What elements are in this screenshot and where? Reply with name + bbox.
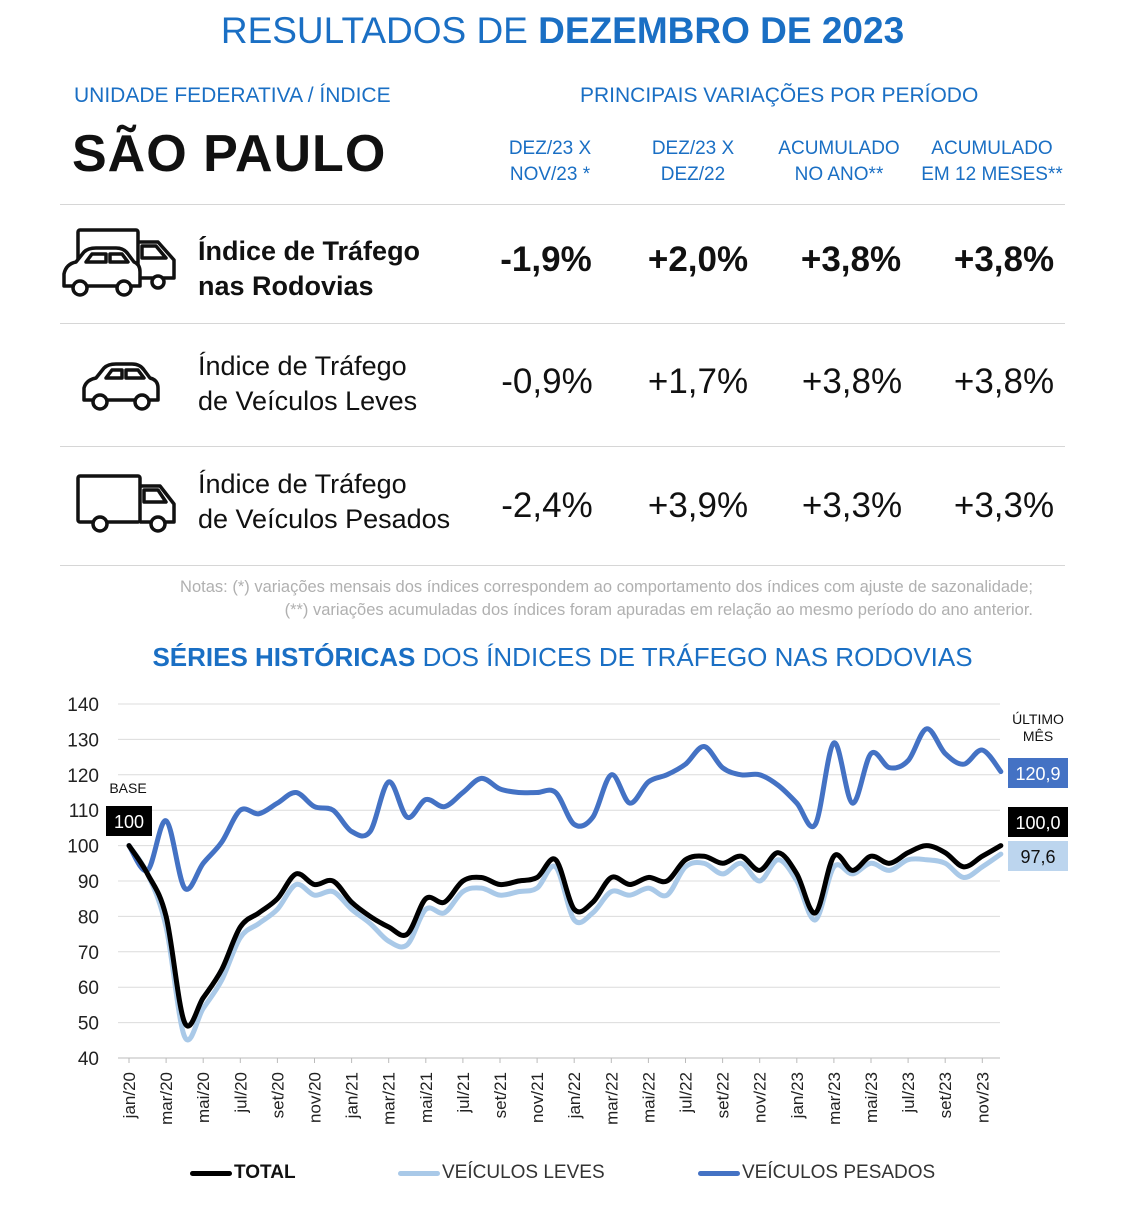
- y-tick-label: 120: [67, 766, 99, 787]
- note-line-1: Notas: (*) variações mensais dos índices…: [180, 578, 1033, 596]
- series-line-leves: [126, 843, 1004, 1043]
- x-tick-label: nov/21: [528, 1072, 547, 1123]
- chart-title: SÉRIES HISTÓRICAS DOS ÍNDICES DE TRÁFEGO…: [0, 642, 1125, 673]
- x-tick-label: mar/21: [380, 1072, 399, 1125]
- x-tick-label: mai/22: [639, 1072, 658, 1123]
- x-tick-label: nov/23: [973, 1072, 992, 1123]
- y-tick-label: 70: [78, 943, 99, 964]
- x-tick-label: mai/21: [417, 1072, 436, 1123]
- state-name: SÃO PAULO: [72, 125, 387, 183]
- divider: [60, 204, 1065, 205]
- column-header-4: ACUMULADO EM 12 MESES**: [921, 138, 1063, 185]
- base-label: BASE: [109, 780, 146, 796]
- legend-swatch-total: [190, 1170, 232, 1176]
- y-tick-label: 110: [69, 801, 99, 822]
- divider: [60, 323, 1065, 324]
- x-tick-label: jul/21: [454, 1072, 473, 1114]
- x-tick-label: jan/20: [120, 1072, 139, 1119]
- last-value-pesados: 120,9: [1015, 764, 1060, 784]
- x-tick-label: jan/23: [788, 1072, 807, 1119]
- value-total-acc-year: +3,8%: [800, 240, 902, 279]
- uf-index-label: UNIDADE FEDERATIVA / ÍNDICE: [74, 84, 391, 107]
- x-tick-label: set/22: [714, 1072, 733, 1118]
- x-tick-label: set/21: [491, 1072, 510, 1118]
- divider: [60, 446, 1065, 447]
- legend-pesados: VEÍCULOS PESADOS: [698, 1162, 935, 1184]
- x-tick-label: set/23: [936, 1072, 955, 1118]
- legend-swatch-pesados: [698, 1170, 740, 1176]
- value-total-year: +2,0%: [647, 240, 749, 279]
- note-line-2: (**) variações acumuladas dos índices fo…: [284, 601, 1033, 619]
- column-header-3: ACUMULADO NO ANO**: [778, 138, 900, 185]
- x-tick-label: set/20: [268, 1072, 287, 1118]
- base-value-box: [106, 806, 152, 836]
- last-value-box-leves: [1008, 841, 1068, 871]
- value-total-month: -1,9%: [500, 240, 592, 279]
- value-leves-acc-12: +3,8%: [953, 362, 1055, 401]
- x-tick-label: jul/20: [231, 1072, 250, 1114]
- x-tick-label: jul/23: [899, 1072, 918, 1114]
- x-tick-label: mai/23: [862, 1072, 881, 1123]
- value-pesados-month: -2,4%: [501, 486, 593, 525]
- last-month-label: ÚLTIMO: [1012, 711, 1064, 727]
- value-total-acc-12: +3,8%: [953, 240, 1055, 279]
- value-pesados-acc-year: +3,3%: [801, 486, 903, 525]
- legend-leves: VEÍCULOS LEVES: [398, 1162, 605, 1184]
- y-tick-label: 80: [78, 907, 99, 928]
- legend-swatch-leves: [398, 1170, 440, 1176]
- page-title: RESULTADOS DE DEZEMBRO DE 2023: [0, 10, 1125, 52]
- chart-title-normal: DOS ÍNDICES DE TRÁFEGO NAS RODOVIAS: [415, 642, 973, 672]
- y-tick-label: 90: [78, 872, 99, 893]
- y-tick-label: 100: [67, 837, 99, 858]
- title-bold: DEZEMBRO DE 2023: [538, 10, 905, 51]
- x-tick-label: nov/22: [751, 1072, 770, 1123]
- chart-title-bold: SÉRIES HISTÓRICAS: [152, 642, 416, 672]
- y-tick-label: 130: [67, 730, 99, 751]
- column-header-1: DEZ/23 X NOV/23 *: [508, 138, 592, 185]
- x-tick-label: nov/20: [306, 1072, 325, 1123]
- value-leves-acc-year: +3,8%: [801, 362, 903, 401]
- variations-label: PRINCIPAIS VARIAÇÕES POR PERÍODO: [580, 84, 979, 107]
- value-pesados-year: +3,9%: [647, 486, 749, 525]
- y-tick-label: 40: [78, 1049, 99, 1070]
- row-label-leves: Índice de Tráfego de Veículos Leves: [198, 351, 418, 416]
- value-leves-month: -0,9%: [501, 362, 593, 401]
- y-tick-label: 60: [78, 978, 99, 999]
- car-icon: [80, 360, 162, 417]
- x-tick-label: jan/22: [565, 1072, 584, 1119]
- row-label-total: Índice de Tráfego nas Rodovias: [198, 236, 421, 301]
- legend-total: TOTAL: [190, 1162, 296, 1184]
- x-tick-label: jan/21: [343, 1072, 362, 1119]
- series-line-total: [126, 843, 1004, 1029]
- truck-and-car-icon: [58, 222, 182, 309]
- x-tick-label: mar/23: [825, 1072, 844, 1125]
- series-line-pesados: [126, 726, 1004, 892]
- last-month-label: MÊS: [1023, 728, 1053, 744]
- y-tick-label: 140: [67, 695, 99, 716]
- value-leves-year: +1,7%: [647, 362, 749, 401]
- divider: [60, 565, 1065, 566]
- y-tick-label: 50: [78, 1014, 99, 1035]
- last-value-leves: 97,6: [1020, 847, 1055, 867]
- column-header-2: DEZ/23 X DEZ/22: [651, 138, 735, 185]
- truck-icon: [74, 472, 180, 539]
- row-label-pesados: Índice de Tráfego de Veículos Pesados: [198, 469, 451, 534]
- last-value-box-total: [1008, 807, 1068, 837]
- title-normal: RESULTADOS DE: [220, 10, 539, 51]
- last-value-box-pesados: [1008, 758, 1068, 788]
- x-tick-label: jul/22: [677, 1072, 696, 1114]
- x-tick-label: mar/20: [157, 1072, 176, 1125]
- base-value: 100: [114, 812, 144, 832]
- last-value-total: 100,0: [1015, 813, 1060, 833]
- line-chart: 140 130 120 110 100 90 80 70 60 50 40 jan/20 mar/20 m…: [67, 695, 1068, 1125]
- x-tick-label: mar/22: [602, 1072, 621, 1125]
- value-pesados-acc-12: +3,3%: [953, 486, 1055, 525]
- notes: Notas: (*) variações mensais dos índices…: [33, 576, 1033, 622]
- x-tick-label: mai/20: [194, 1072, 213, 1123]
